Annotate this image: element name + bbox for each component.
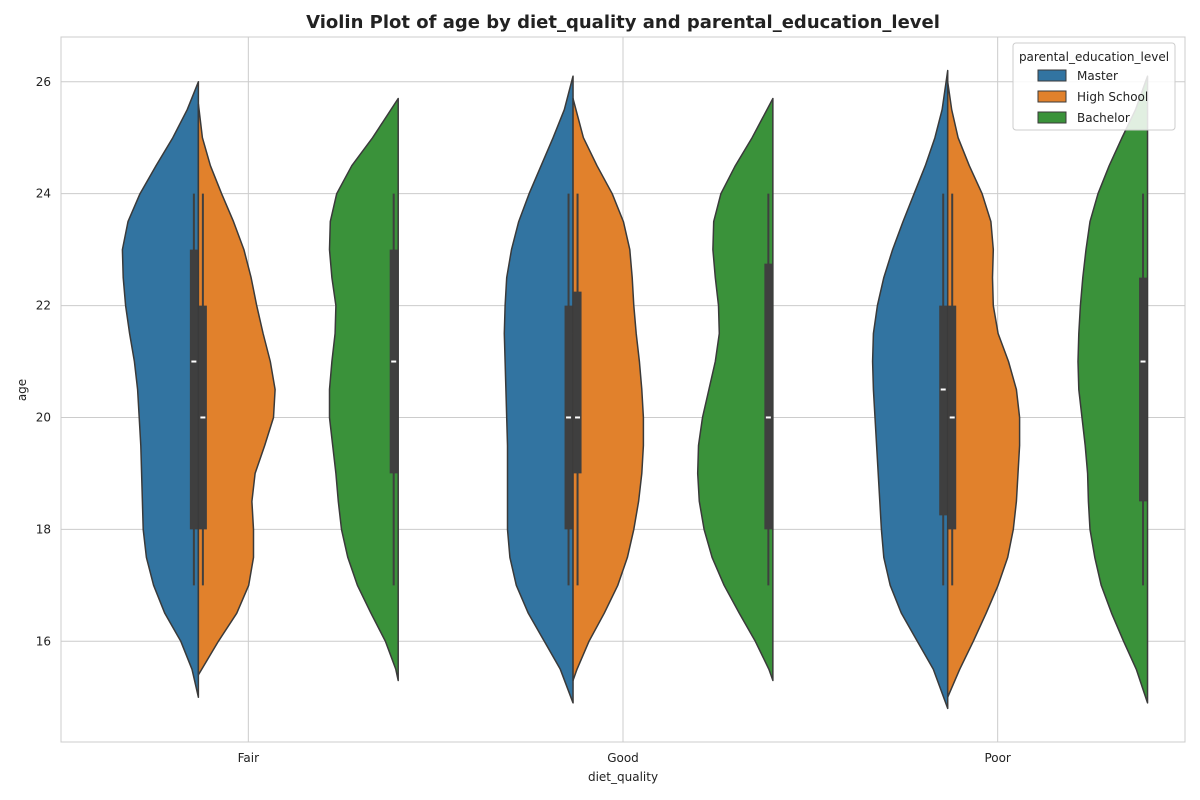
legend-box — [1012, 42, 1176, 131]
violin-master-poor — [871, 69, 949, 710]
series-master — [121, 69, 949, 710]
violin-layer — [121, 69, 1149, 710]
violin-bachelor-fair — [328, 97, 399, 682]
legend-swatch — [1037, 111, 1067, 124]
x-tick-label: Good — [607, 751, 639, 765]
legend-swatch — [1037, 90, 1067, 103]
chart-title: Violin Plot of age by diet_quality and p… — [306, 12, 940, 33]
y-tick-label: 22 — [36, 299, 51, 313]
legend-title: parental_education_level — [1019, 50, 1169, 64]
series-bachelor — [328, 75, 1149, 704]
x-tick-label: Poor — [984, 751, 1010, 765]
y-tick-label: 26 — [36, 75, 51, 89]
violin-master-fair — [121, 81, 200, 698]
legend: parental_education_level Master High Schoo… — [1012, 42, 1176, 131]
x-axis-label: diet_quality — [588, 770, 658, 784]
violin-master-good — [503, 75, 574, 704]
y-tick-label: 20 — [36, 410, 51, 424]
series-high-school — [197, 81, 1021, 698]
legend-swatch — [1037, 69, 1067, 82]
axis-layer: 16 18 20 22 24 26 Fair Good Poor — [36, 75, 1011, 765]
y-axis-label: age — [15, 379, 29, 401]
violin-bachelor-poor — [1077, 75, 1149, 704]
violin-bachelor-good — [696, 97, 774, 682]
legend-entry-label: High School — [1077, 90, 1148, 104]
violin-high-school-good — [572, 97, 645, 682]
plot-frame — [60, 36, 1186, 743]
legend-entry-label: Bachelor — [1077, 111, 1130, 125]
violin-high-school-fair — [197, 103, 276, 676]
y-tick-label: 16 — [36, 634, 51, 648]
legend-entry-label: Master — [1077, 69, 1118, 83]
x-tick-label: Fair — [238, 751, 259, 765]
y-tick-label: 24 — [36, 187, 51, 201]
y-tick-label: 18 — [36, 522, 51, 536]
violin-high-school-poor — [946, 81, 1021, 698]
